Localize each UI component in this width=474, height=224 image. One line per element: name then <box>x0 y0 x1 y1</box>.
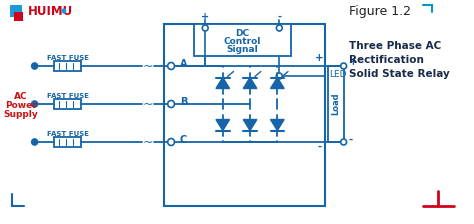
Bar <box>328 66 344 142</box>
Bar <box>193 24 291 56</box>
Text: ~: ~ <box>143 97 153 110</box>
Text: DC: DC <box>235 28 249 37</box>
Polygon shape <box>271 119 284 131</box>
Text: Control: Control <box>224 37 261 45</box>
Text: AC: AC <box>14 91 28 101</box>
Text: -: - <box>317 142 321 152</box>
Text: FAST FUSE: FAST FUSE <box>47 55 89 61</box>
Text: Supply: Supply <box>4 110 38 118</box>
Text: C: C <box>180 135 187 145</box>
Circle shape <box>32 63 37 69</box>
Circle shape <box>168 101 174 108</box>
Circle shape <box>276 73 282 79</box>
Text: Rectification: Rectification <box>349 55 424 65</box>
Text: Power: Power <box>5 101 37 110</box>
Circle shape <box>341 63 346 69</box>
Text: Solid State Relay: Solid State Relay <box>349 69 450 79</box>
Bar <box>54 61 82 71</box>
Text: Signal: Signal <box>227 45 258 54</box>
Text: Figure 1.2: Figure 1.2 <box>349 4 411 17</box>
Bar <box>14 12 23 21</box>
Text: -: - <box>277 12 281 22</box>
Text: FAST FUSE: FAST FUSE <box>47 131 89 137</box>
Bar <box>54 137 82 147</box>
Polygon shape <box>271 78 284 88</box>
Circle shape <box>32 101 37 107</box>
Text: Load: Load <box>331 93 340 115</box>
Text: -: - <box>348 135 353 145</box>
Circle shape <box>202 25 208 31</box>
Text: FAST FUSE: FAST FUSE <box>47 93 89 99</box>
Circle shape <box>168 138 174 146</box>
Polygon shape <box>243 119 257 131</box>
Text: +: + <box>315 53 324 63</box>
Text: Three Phase AC: Three Phase AC <box>349 41 442 51</box>
Polygon shape <box>243 78 257 88</box>
Polygon shape <box>216 78 229 88</box>
Bar <box>54 99 82 109</box>
Circle shape <box>32 139 37 145</box>
Text: +: + <box>201 12 209 22</box>
Bar <box>10 5 22 17</box>
Text: HUIMU: HUIMU <box>28 4 73 17</box>
Circle shape <box>168 62 174 69</box>
Polygon shape <box>216 119 229 131</box>
Text: B: B <box>180 97 187 107</box>
Circle shape <box>276 25 282 31</box>
Bar <box>164 24 325 206</box>
Text: ~: ~ <box>143 60 153 73</box>
Text: LED: LED <box>329 69 346 78</box>
Text: +: + <box>348 57 357 67</box>
Circle shape <box>341 139 346 145</box>
Text: A: A <box>180 59 187 69</box>
Circle shape <box>62 9 65 13</box>
Text: ~: ~ <box>143 136 153 149</box>
